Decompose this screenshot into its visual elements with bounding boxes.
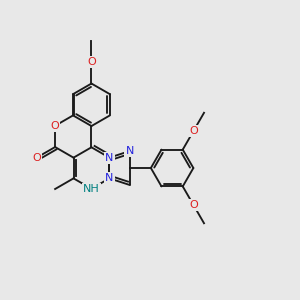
- Text: NH: NH: [83, 184, 100, 194]
- Text: O: O: [32, 153, 41, 163]
- Text: N: N: [125, 146, 134, 156]
- Text: O: O: [189, 126, 198, 136]
- Text: O: O: [87, 57, 96, 67]
- Text: O: O: [51, 121, 59, 131]
- Text: N: N: [105, 153, 114, 163]
- Text: O: O: [189, 200, 198, 210]
- Text: N: N: [105, 173, 114, 183]
